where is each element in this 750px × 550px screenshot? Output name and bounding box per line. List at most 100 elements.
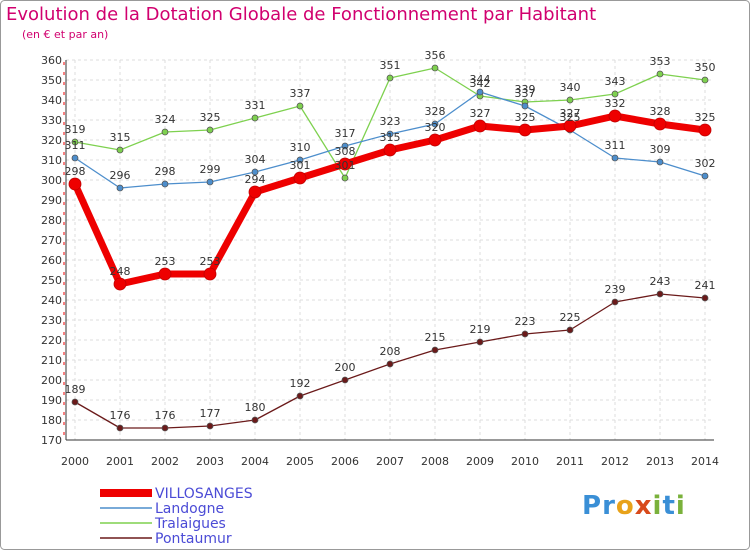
x-tick-label: 2005	[286, 455, 314, 468]
y-tick-label: 320	[41, 134, 62, 147]
data-label: 302	[695, 157, 716, 170]
data-label: 325	[695, 111, 716, 124]
data-point	[293, 171, 307, 185]
data-point	[116, 146, 124, 154]
y-tick-label: 310	[41, 154, 62, 167]
y-tick-label: 240	[41, 294, 62, 307]
data-label: 294	[245, 173, 266, 186]
labels-pontaumur: 189 176 176 177 180 192 200 208 215 219 223 225 239 2…	[65, 275, 716, 422]
data-point	[251, 114, 259, 122]
series-villosanges	[68, 109, 712, 291]
x-tick-label: 2012	[601, 455, 629, 468]
data-point	[431, 120, 439, 128]
plot-area	[66, 60, 714, 440]
data-point	[206, 178, 214, 186]
data-point	[68, 177, 82, 191]
data-label: 332	[605, 97, 626, 110]
data-point	[611, 154, 619, 162]
data-point	[158, 267, 172, 281]
x-tick-label: 2007	[376, 455, 404, 468]
data-label: 176	[155, 409, 176, 422]
data-label: 301	[290, 159, 311, 172]
x-tick-label: 2002	[151, 455, 179, 468]
y-tick-label: 280	[41, 214, 62, 227]
data-label: 308	[335, 145, 356, 158]
data-label: 176	[110, 409, 131, 422]
data-point	[476, 88, 484, 96]
legend-label: Tralaigues	[154, 516, 226, 532]
data-label: 248	[110, 265, 131, 278]
data-point	[71, 154, 79, 162]
data-point	[203, 267, 217, 281]
x-tick-label: 2006	[331, 455, 359, 468]
data-label: 325	[515, 111, 536, 124]
data-point	[296, 156, 304, 164]
logo-letter: i	[652, 491, 663, 521]
data-point	[656, 70, 664, 78]
data-point	[428, 133, 442, 147]
data-point	[521, 102, 529, 110]
data-point	[113, 277, 127, 291]
data-label: 296	[110, 169, 131, 182]
data-label: 337	[290, 87, 311, 100]
data-label: 339	[515, 83, 536, 96]
data-label: 208	[380, 345, 401, 358]
data-point	[338, 157, 352, 171]
x-tick-label: 2003	[196, 455, 224, 468]
series-tralaigues	[71, 64, 709, 182]
data-label: 350	[695, 61, 716, 74]
data-label: 177	[200, 407, 221, 420]
data-label: 253	[155, 255, 176, 268]
data-point	[386, 74, 394, 82]
data-point	[701, 172, 709, 180]
data-label: 298	[65, 165, 86, 178]
data-label: 180	[245, 401, 266, 414]
data-point	[656, 290, 664, 298]
data-point	[116, 184, 124, 192]
x-tick-label: 2004	[241, 455, 269, 468]
data-point	[116, 424, 124, 432]
data-point	[206, 422, 214, 430]
x-axis: 2000 2001 2002 2003 2004 2005 2006 2007 2008 2009…	[61, 60, 719, 468]
data-point	[431, 346, 439, 354]
y-tick-label: 360	[41, 54, 62, 67]
data-point	[206, 126, 214, 134]
y-tick-label: 170	[41, 434, 62, 447]
data-point	[251, 416, 259, 424]
x-tick-label: 2013	[646, 455, 674, 468]
data-label: 343	[605, 75, 626, 88]
data-label: 323	[380, 115, 401, 128]
data-label: 324	[155, 113, 176, 126]
data-point	[248, 185, 262, 199]
data-label: 328	[425, 105, 446, 118]
data-point	[611, 298, 619, 306]
y-tick-label: 270	[41, 234, 62, 247]
data-label: 327	[560, 107, 581, 120]
labels-tralaigues: 319 315 324 325 331 337 301 351 356 342 339 340 343 3…	[65, 49, 716, 172]
data-point	[431, 64, 439, 72]
y-tick-label: 220	[41, 334, 62, 347]
data-label: 309	[650, 143, 671, 156]
data-label: 351	[380, 59, 401, 72]
y-axis: 1701801902002102202302402502602702802903…	[41, 54, 714, 447]
data-label: 315	[110, 131, 131, 144]
y-tick-label: 300	[41, 174, 62, 187]
data-label: 327	[470, 107, 491, 120]
chart-subtitle: (en € et par an)	[22, 28, 109, 41]
data-label: 344	[470, 73, 491, 86]
series-pontaumur	[71, 290, 709, 432]
y-tick-label: 340	[41, 94, 62, 107]
data-label: 215	[425, 331, 446, 344]
x-tick-label: 2001	[106, 455, 134, 468]
data-label: 340	[560, 81, 581, 94]
data-label: 310	[290, 141, 311, 154]
logo-letter: t	[662, 491, 676, 521]
y-tick-label: 250	[41, 274, 62, 287]
data-point	[518, 123, 532, 137]
x-tick-label: 2014	[691, 455, 719, 468]
data-label: 243	[650, 275, 671, 288]
data-label: 315	[380, 131, 401, 144]
logo-letter: P	[582, 491, 603, 521]
